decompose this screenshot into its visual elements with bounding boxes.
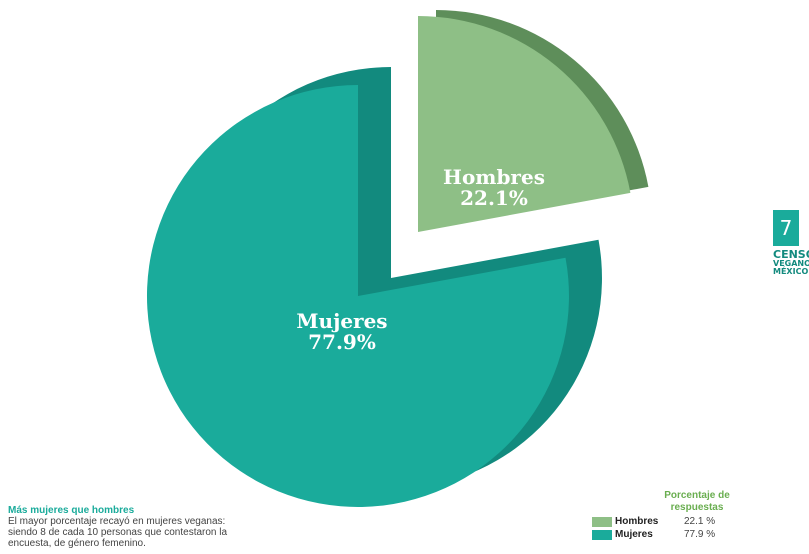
caption-body: El mayor porcentaje recayó en mujeres ve… [8,516,228,549]
slice-mujeres [146,85,569,507]
brand-logo: CENSO VEGANO MÉXICO [773,248,809,277]
legend-title: Porcentaje de respuestas [664,490,730,513]
legend-swatch-hombres [592,517,612,527]
page-tab: 7 CENSO VEGANO MÉXICO [773,210,809,276]
legend-value-hombres: 22.1 % [684,516,716,527]
slice-label-mujeres: Mujeres 77.9% [262,311,422,353]
slice-label-hombres: Hombres 22.1% [414,167,574,209]
brand-line-2: VEGANO [773,259,809,269]
slice-name-hombres: Hombres [443,165,545,189]
brand-line-3: MÉXICO [773,267,809,277]
caption-title: Más mujeres que hombres [8,505,135,516]
legend-name-hombres: Hombres [615,516,659,527]
brand-line-1: CENSO [773,248,809,261]
legend-name-mujeres: Mujeres [615,529,653,540]
slice-name-mujeres: Mujeres [296,309,388,333]
legend-item-mujeres: Mujeres 77.9 % [590,530,750,541]
page-number: 7 [773,210,799,246]
slice-pct-hombres: 22.1% [460,186,528,210]
legend-item-hombres: Hombres 22.1 % [590,517,750,528]
slice-hombres [418,16,631,232]
legend-value-mujeres: 77.9 % [684,529,716,540]
slice-pct-mujeres: 77.9% [308,330,376,354]
caption: Más mujeres que hombres El mayor porcent… [8,505,248,549]
legend-swatch-mujeres [592,530,612,540]
